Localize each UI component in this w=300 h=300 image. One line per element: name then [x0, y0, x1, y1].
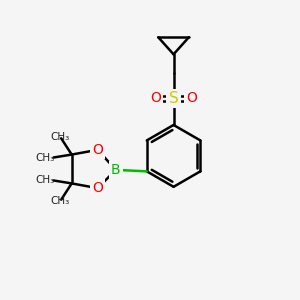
Text: CH₃: CH₃ [50, 196, 69, 206]
Text: S: S [169, 91, 178, 106]
Text: B: B [111, 163, 121, 177]
Text: O: O [186, 92, 197, 106]
Text: O: O [151, 92, 161, 106]
Text: CH₃: CH₃ [50, 132, 69, 142]
Text: CH₃: CH₃ [35, 176, 54, 185]
Text: O: O [92, 181, 103, 195]
Text: CH₃: CH₃ [35, 152, 54, 163]
Text: O: O [92, 143, 103, 157]
